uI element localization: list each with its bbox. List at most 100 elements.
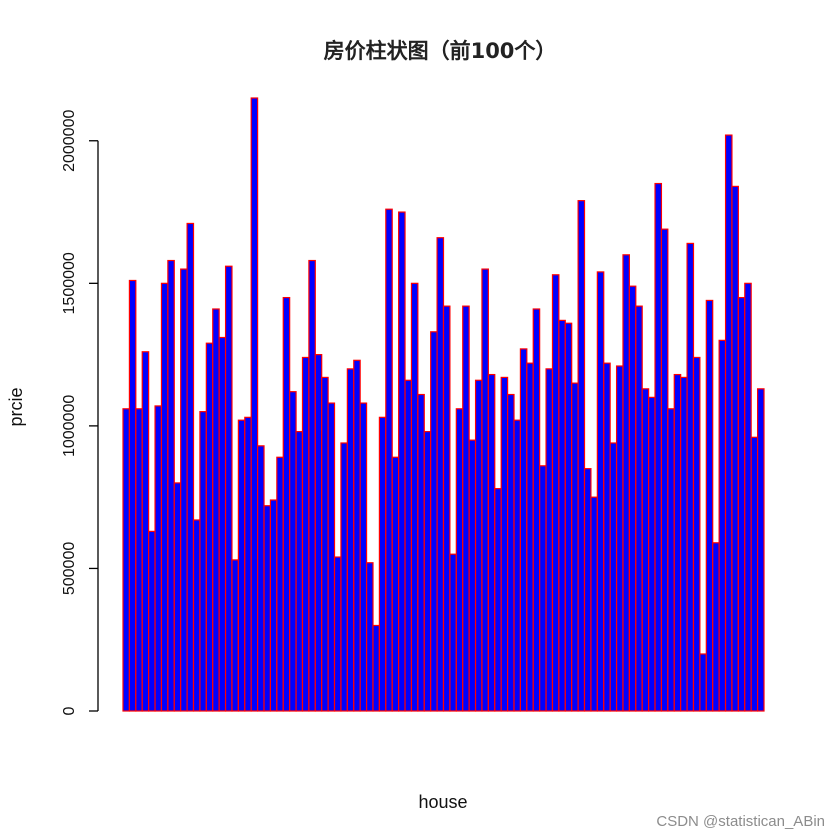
bar-7 (160, 282, 169, 712)
bar-72 (577, 200, 586, 712)
bar-40 (372, 624, 380, 712)
bar-45 (404, 379, 413, 712)
bar-25 (276, 456, 284, 712)
bar-51 (442, 305, 451, 712)
bar-58 (487, 373, 496, 712)
y-tick-label: 0 (61, 706, 78, 715)
bar-61 (507, 393, 515, 712)
bar-2 (128, 279, 137, 712)
bar-64 (526, 362, 534, 712)
bar-37 (353, 359, 361, 712)
bar-27 (289, 391, 297, 712)
bar-82 (641, 388, 650, 712)
bar-93 (712, 542, 720, 712)
y-ticks-group: 0 500000 1000000 1500000 2000000 (61, 110, 98, 715)
bar-38 (359, 402, 368, 712)
bar-68 (551, 274, 560, 712)
bar-75 (596, 271, 605, 712)
x-axis-label: house (418, 792, 467, 812)
bar-90 (692, 356, 701, 712)
bar-34 (333, 556, 342, 712)
bar-22 (257, 445, 265, 712)
bar-97 (737, 296, 746, 712)
bar-41 (378, 416, 387, 712)
bar-33 (327, 402, 336, 712)
bar-19 (237, 419, 246, 712)
bar-100 (756, 388, 765, 712)
bar-86 (667, 408, 675, 712)
bar-6 (154, 405, 163, 712)
bar-17 (224, 265, 233, 712)
bar-69 (558, 319, 566, 712)
bar-44 (398, 211, 406, 712)
bar-9 (173, 482, 182, 712)
bar-28 (295, 430, 304, 712)
bar-30 (308, 259, 316, 712)
watermark-text: CSDN @statistican_ABin (656, 813, 825, 830)
bar-1 (122, 408, 131, 712)
y-axis-label: prcie (6, 387, 26, 426)
bar-57 (481, 268, 489, 712)
bar-49 (430, 331, 438, 712)
bars-group (122, 97, 765, 712)
bar-76 (603, 362, 611, 712)
bar-87 (673, 373, 682, 712)
y-tick-label: 500000 (61, 542, 78, 595)
bar-48 (423, 430, 432, 712)
bar-81 (635, 305, 643, 712)
bar-71 (571, 382, 579, 712)
bar-24 (269, 499, 278, 712)
bar-31 (314, 354, 323, 712)
bar-83 (648, 396, 656, 712)
bar-4 (141, 351, 150, 712)
bar-77 (609, 442, 618, 712)
bar-67 (545, 368, 554, 712)
y-tick-label: 1000000 (61, 395, 78, 457)
bar-10 (180, 268, 188, 712)
y-tick-label: 1500000 (61, 252, 78, 314)
bar-78 (615, 365, 624, 712)
bar-42 (385, 208, 393, 712)
bar-91 (699, 653, 707, 712)
bar-80 (628, 285, 637, 712)
bar-98 (744, 282, 752, 712)
bar-46 (410, 282, 419, 712)
bar-60 (500, 376, 509, 712)
bar-53 (455, 408, 464, 712)
bar-79 (622, 254, 630, 712)
bar-35 (340, 442, 348, 712)
bar-84 (654, 182, 663, 712)
bar-21 (250, 97, 259, 712)
bar-73 (583, 468, 592, 712)
bar-94 (718, 339, 727, 712)
chart-title: 房价柱状图（前100个） (324, 39, 557, 63)
bar-8 (167, 259, 175, 712)
bar-12 (192, 519, 201, 712)
bar-88 (680, 376, 688, 712)
bar-55 (468, 439, 477, 712)
bar-85 (660, 228, 669, 712)
bar-89 (686, 242, 695, 712)
bar-11 (186, 222, 195, 712)
bar-43 (391, 456, 400, 712)
bar-52 (449, 553, 457, 712)
bar-66 (539, 465, 547, 712)
bar-15 (212, 308, 220, 712)
bar-32 (321, 376, 329, 712)
bar-13 (199, 411, 207, 712)
bar-92 (705, 299, 714, 712)
bar-99 (750, 436, 759, 712)
bar-54 (462, 305, 470, 712)
bar-59 (494, 488, 502, 712)
bar-5 (148, 530, 156, 712)
bar-50 (436, 237, 445, 712)
bar-62 (513, 419, 522, 712)
bar-47 (417, 393, 425, 712)
bar-23 (263, 505, 272, 712)
bar-63 (519, 348, 528, 712)
bar-16 (218, 336, 227, 712)
bar-29 (301, 356, 310, 712)
bar-65 (532, 308, 541, 712)
bar-74 (590, 496, 598, 712)
